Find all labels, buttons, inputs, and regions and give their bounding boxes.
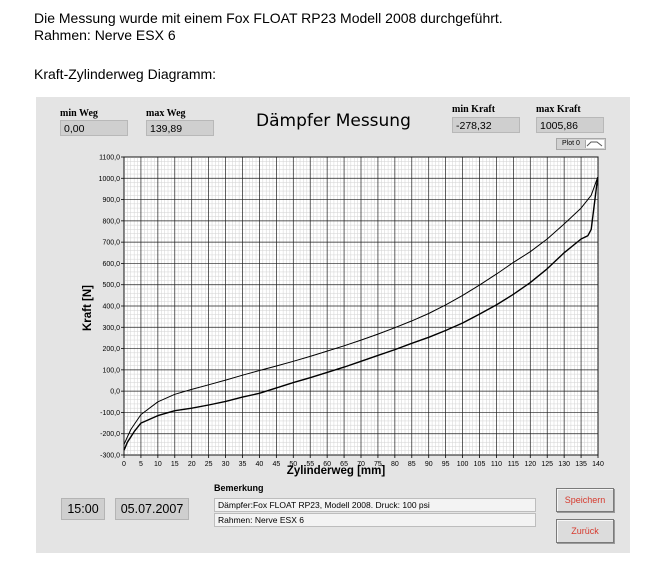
- series-line-0: [123, 177, 599, 445]
- min-kraft-label: min Kraft: [452, 104, 496, 115]
- x-tick-label: 40: [256, 461, 264, 468]
- x-tick-label: 140: [592, 461, 604, 468]
- x-tick-label: 130: [558, 461, 570, 468]
- y-tick-label: 1100,0: [99, 155, 120, 162]
- y-tick-label: 0,0: [110, 389, 120, 396]
- y-tick-label: -200,0: [100, 431, 120, 438]
- time-display: 15:00: [61, 498, 105, 520]
- x-tick-label: 90: [425, 461, 433, 468]
- measurement-panel: min Weg 0,00 max Weg 139,89 Dämpfer Mess…: [36, 97, 630, 553]
- doc-line-2: Rahmen: Nerve ESX 6: [34, 27, 176, 43]
- remark-line-2[interactable]: Rahmen: Nerve ESX 6: [214, 513, 536, 527]
- doc-line-3: Kraft-Zylinderweg Diagramm:: [34, 66, 217, 82]
- y-tick-label: 1000,0: [99, 176, 121, 183]
- x-tick-label: 75: [374, 461, 382, 468]
- x-tick-label: 95: [442, 461, 450, 468]
- doc-line-1: Die Messung wurde mit einem Fox FLOAT RP…: [34, 10, 503, 26]
- y-axis-label: Kraft [N]: [82, 285, 94, 331]
- x-tick-label: 65: [340, 461, 348, 468]
- x-tick-label: 50: [289, 461, 297, 468]
- x-tick-label: 20: [188, 461, 196, 468]
- x-tick-label: 85: [408, 461, 416, 468]
- x-tick-label: 5: [139, 461, 143, 468]
- min-kraft-value: -278,32: [452, 117, 520, 133]
- x-tick-label: 15: [171, 461, 179, 468]
- y-tick-label: 600,0: [102, 261, 120, 268]
- save-button[interactable]: Speichern: [556, 488, 614, 512]
- x-tick-label: 80: [391, 461, 399, 468]
- plot-legend[interactable]: Plot 0: [556, 138, 606, 150]
- legend-line-icon: [585, 140, 604, 148]
- x-tick-label: 45: [272, 461, 280, 468]
- x-tick-label: 110: [491, 461, 502, 468]
- x-tick-label: 135: [575, 461, 587, 468]
- remark-line-1[interactable]: Dämpfer:Fox FLOAT RP23, Modell 2008. Dru…: [214, 498, 536, 512]
- chart-area: 1100,01000,0900,0800,0700,0600,0500,0400…: [82, 155, 604, 478]
- x-tick-label: 35: [239, 461, 247, 468]
- y-tick-label: 500,0: [102, 282, 120, 289]
- date-display: 05.07.2007: [115, 498, 189, 520]
- y-tick-label: 800,0: [102, 218, 120, 225]
- x-tick-label: 105: [474, 461, 486, 468]
- y-tick-label: 400,0: [102, 304, 120, 311]
- x-tick-label: 55: [306, 461, 314, 468]
- min-weg-label: min Weg: [60, 108, 98, 119]
- x-tick-label: 30: [222, 461, 230, 468]
- series-line-1: [123, 177, 599, 451]
- chart-title: Dämpfer Messung: [256, 111, 411, 131]
- back-button[interactable]: Zurück: [556, 519, 614, 543]
- y-tick-label: 100,0: [102, 367, 120, 374]
- x-tick-label: 115: [508, 461, 519, 468]
- x-tick-label: 120: [524, 461, 536, 468]
- min-weg-value: 0,00: [60, 120, 128, 136]
- x-tick-label: 25: [205, 461, 213, 468]
- x-tick-label: 10: [154, 461, 162, 468]
- remark-label: Bemerkung: [214, 483, 264, 493]
- max-kraft-value: 1005,86: [536, 117, 604, 133]
- y-tick-label: -300,0: [100, 453, 120, 460]
- x-axis-label: Zylinderweg [mm]: [287, 465, 386, 477]
- x-tick-label: 0: [122, 461, 126, 468]
- y-tick-label: 200,0: [102, 346, 120, 353]
- y-tick-label: 700,0: [102, 240, 120, 247]
- max-weg-label: max Weg: [146, 108, 186, 119]
- x-tick-label: 125: [541, 461, 553, 468]
- max-kraft-label: max Kraft: [536, 104, 581, 115]
- max-weg-value: 139,89: [146, 120, 214, 136]
- y-tick-label: -100,0: [100, 410, 120, 417]
- x-tick-label: 100: [457, 461, 469, 468]
- y-tick-label: 300,0: [102, 325, 120, 332]
- legend-label: Plot 0: [562, 140, 580, 147]
- x-tick-label: 70: [357, 461, 365, 468]
- x-tick-label: 60: [323, 461, 331, 468]
- y-tick-label: 900,0: [102, 197, 120, 204]
